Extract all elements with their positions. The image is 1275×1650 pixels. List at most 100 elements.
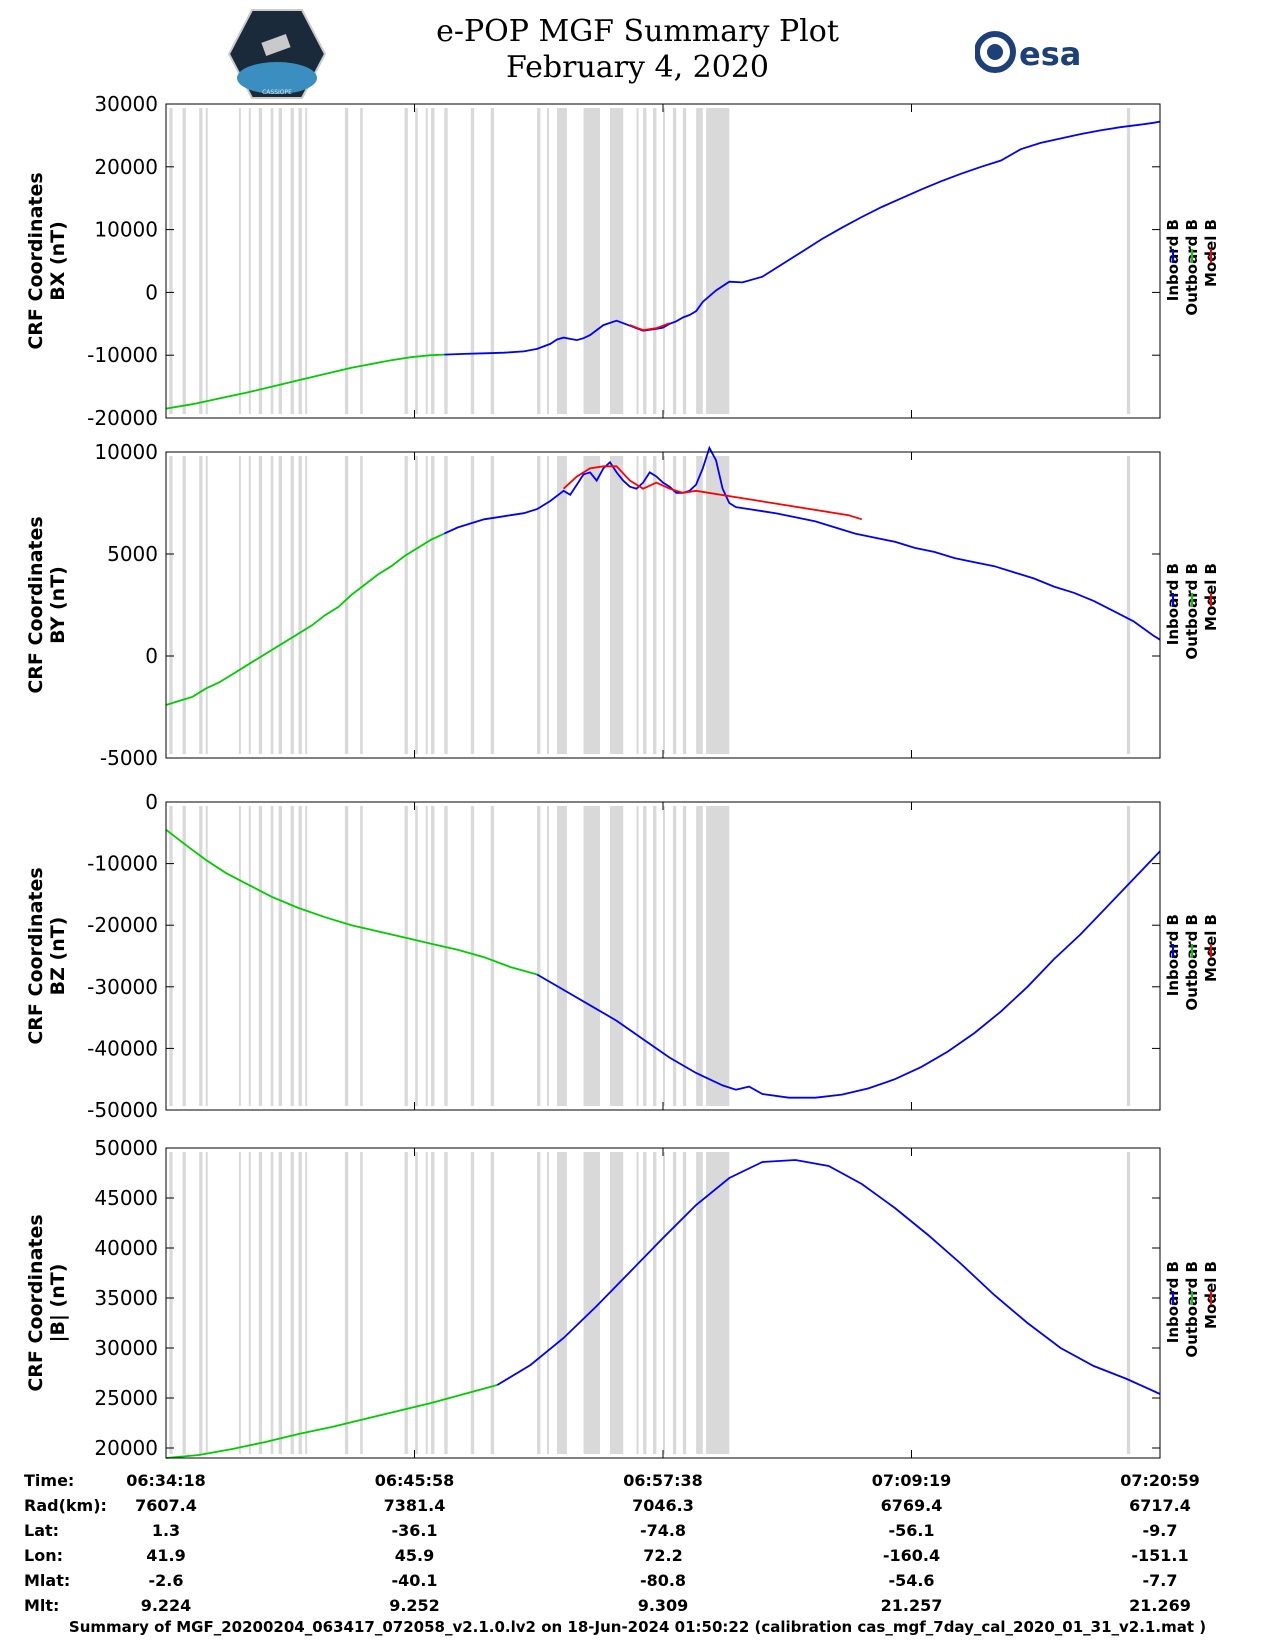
grey-band: [278, 108, 282, 414]
info-cell: 06:57:38: [623, 1471, 703, 1490]
grey-band: [182, 108, 186, 414]
info-cell: -151.1: [1131, 1546, 1188, 1565]
grey-band: [643, 1152, 647, 1454]
grey-band: [470, 108, 475, 414]
info-cell: -40.1: [391, 1571, 437, 1590]
grey-band: [556, 1152, 567, 1454]
legend-label: Outboard B: [1183, 914, 1201, 1011]
y-tick-label: 20000: [94, 1436, 158, 1460]
info-cell: 9.252: [389, 1596, 440, 1615]
grey-band: [653, 456, 657, 754]
grey-band: [636, 806, 639, 1106]
grey-band: [305, 108, 308, 414]
grey-band: [182, 806, 186, 1106]
grey-band: [556, 806, 567, 1106]
grey-band: [643, 108, 647, 414]
grey-band: [290, 806, 294, 1106]
grey-band: [490, 456, 495, 754]
y-tick-label: -10000: [87, 343, 158, 367]
grey-band: [199, 456, 203, 754]
info-cell: 41.9: [146, 1546, 185, 1565]
grey-band: [425, 806, 428, 1106]
grey-band: [270, 806, 274, 1106]
grey-band: [547, 108, 550, 414]
grey-band: [706, 456, 730, 754]
y-tick-label: 40000: [94, 1236, 158, 1260]
grey-band: [169, 1152, 173, 1454]
grey-band: [636, 1152, 639, 1454]
y-tick-label: -20000: [87, 913, 158, 937]
grey-band: [583, 1152, 601, 1454]
grey-band: [672, 108, 677, 414]
esa-logo-ring: [975, 31, 1016, 73]
grey-band: [556, 108, 567, 414]
esa-logo-dot: [987, 44, 1003, 60]
grey-band: [278, 806, 282, 1106]
grey-band: [205, 806, 208, 1106]
legend-label: Outboard B: [1183, 219, 1201, 316]
info-row-label: Lon:: [24, 1546, 63, 1565]
y-tick-label: 0: [145, 790, 158, 814]
grey-band: [547, 1152, 550, 1454]
y-tick-label: 25000: [94, 1386, 158, 1410]
grey-band: [696, 456, 703, 754]
grey-band: [653, 1152, 657, 1454]
grey-band: [238, 806, 241, 1106]
grey-band: [663, 806, 665, 1106]
legend-label: Outboard B: [1183, 563, 1201, 660]
grey-band: [537, 806, 541, 1106]
info-cell: 72.2: [643, 1546, 682, 1565]
grey-band: [696, 108, 703, 414]
series-line-model-b: [629, 322, 670, 332]
grey-band: [258, 108, 263, 414]
grey-band: [636, 108, 639, 414]
y-tick-label: 10000: [94, 440, 158, 464]
grey-band: [643, 806, 647, 1106]
info-row-label: Mlt:: [24, 1596, 59, 1615]
info-cell: 06:34:18: [126, 1471, 206, 1490]
grey-band: [490, 108, 495, 414]
grey-band: [298, 806, 302, 1106]
grey-band: [360, 806, 363, 1106]
esa-logo-text: esa: [1019, 35, 1081, 73]
grey-band: [682, 456, 687, 754]
esa-logo: esa: [975, 31, 1081, 73]
grey-band: [444, 108, 448, 414]
grey-band: [415, 1152, 418, 1454]
info-cell: -9.7: [1143, 1521, 1178, 1540]
info-cell: 06:45:58: [375, 1471, 455, 1490]
grey-band: [248, 1152, 251, 1454]
info-cell: -74.8: [640, 1521, 686, 1540]
grey-band: [404, 108, 408, 414]
series-line-outboard-b: [165, 828, 538, 976]
title-line-1: e-POP MGF Summary Plot: [436, 14, 839, 49]
series-line-inboard-b: [536, 850, 1161, 1099]
grey-band: [404, 1152, 408, 1454]
series-line-model-b: [562, 465, 863, 521]
info-cell: -7.7: [1143, 1571, 1178, 1590]
chart-panel-4: 50000 45000 40000 35000 30000 25000 20000 CRF C…: [25, 1136, 1220, 1460]
grey-band: [583, 456, 601, 754]
grey-band: [609, 806, 624, 1106]
grey-band: [663, 1152, 665, 1454]
grey-band: [270, 1152, 274, 1454]
series-line-outboard-b: [165, 532, 445, 706]
grey-band: [682, 108, 687, 414]
grey-band: [470, 1152, 475, 1454]
grey-band: [278, 1152, 282, 1454]
grey-band: [360, 1152, 363, 1454]
grey-band: [1126, 1152, 1131, 1454]
grey-band: [238, 108, 241, 414]
grey-band: [270, 108, 274, 414]
grey-band: [431, 456, 435, 754]
grey-band: [344, 1152, 349, 1454]
grey-band: [706, 1152, 730, 1454]
grey-band: [444, 1152, 448, 1454]
y-tick-label: -40000: [87, 1036, 158, 1060]
grey-band: [415, 806, 418, 1106]
grey-band: [238, 1152, 241, 1454]
info-cell: 9.224: [141, 1596, 192, 1615]
grey-band: [270, 456, 274, 754]
grey-band: [415, 456, 418, 754]
grey-band: [609, 456, 624, 754]
